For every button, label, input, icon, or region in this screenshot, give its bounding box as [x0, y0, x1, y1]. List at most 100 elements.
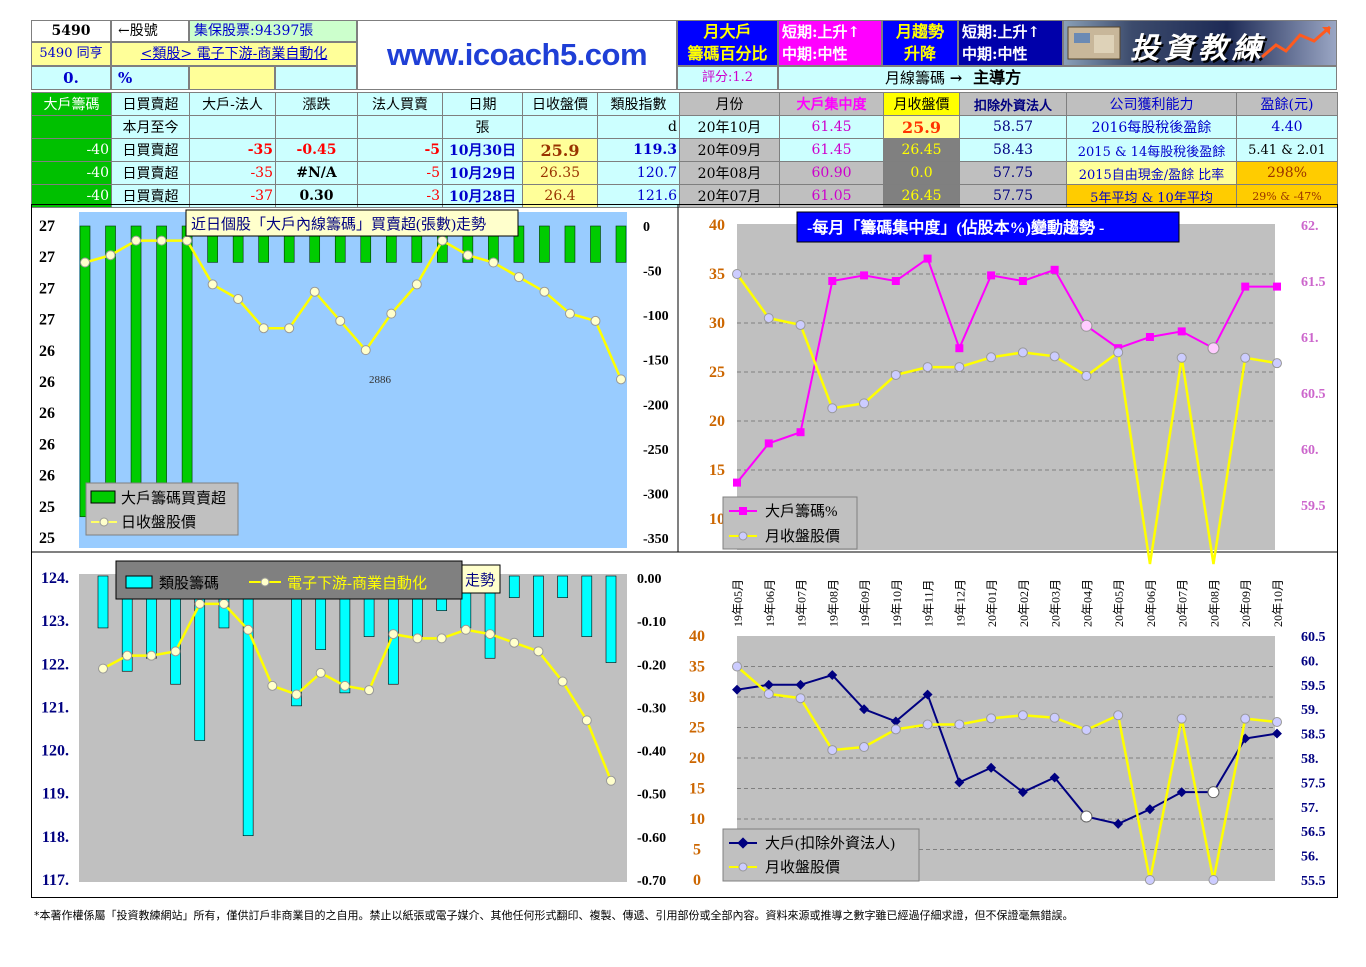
chart-1-bar: [105, 225, 116, 508]
legend-marker: [739, 507, 747, 515]
chart-3-bar: [605, 575, 617, 663]
chart-1-point: [411, 279, 422, 290]
chart-4-month-label: 19年08月: [826, 579, 840, 627]
chart-3-right-tick: -0.70: [637, 874, 666, 889]
chart-2-point: [1050, 265, 1059, 274]
table-cell: [31, 115, 112, 139]
chart-1-point: [360, 345, 371, 356]
chart-3-point: [533, 646, 544, 657]
chart-1-point: [258, 323, 269, 334]
chart-4-point: [732, 684, 742, 695]
chart-4-legend: [722, 828, 920, 882]
chart-1-left-tick: 26: [39, 374, 55, 391]
chart-4-month-label: 19年07月: [795, 579, 809, 627]
chart-4-right-tick: 59.: [1301, 703, 1319, 718]
chart-4-point: [1080, 810, 1093, 823]
chart-4-price-point: [1081, 724, 1092, 735]
short-term-label: 短期:上升↑: [782, 23, 861, 41]
table-cell: -35: [189, 138, 276, 162]
chart-2-price-point: [1049, 351, 1060, 362]
chart-2-price-point: [890, 369, 901, 380]
chart-1-point: [590, 315, 601, 326]
chart-1-point: [462, 250, 473, 261]
table-cell: 25.9: [522, 138, 598, 162]
website-link[interactable]: www.icoach5.com: [386, 37, 648, 72]
chart-1-right-tick: -250: [643, 443, 669, 458]
legend-swatch-bar: [125, 575, 153, 589]
chart-2-left-tick: 40: [709, 217, 725, 234]
stock-code-arrow: ←股號: [111, 20, 189, 42]
col-header: 日買賣超: [111, 92, 190, 116]
chart-3-right-tick: -0.60: [637, 831, 666, 846]
chart-3-right-tick: -0.20: [637, 658, 666, 673]
chart-4-month-label: 19年12月: [953, 579, 967, 627]
chart-4-price-point: [890, 724, 901, 735]
table-cell: -5: [357, 161, 443, 185]
chart-1-right-tick: -150: [643, 354, 669, 369]
chart-4-right-tick: 58.: [1301, 752, 1319, 767]
chart-2-left-tick: 35: [709, 266, 725, 283]
chart-2-point: [955, 344, 964, 353]
chart-1-bar: [79, 225, 91, 518]
chart-2-concentration-line: [736, 257, 1277, 484]
legend-label: 大戶(扣除外資法人): [765, 835, 895, 852]
chart-3-bar: [581, 575, 593, 637]
col-header: 日收盤價: [522, 92, 598, 116]
chart-4-price-point: [986, 713, 997, 724]
legend-swatch-bar: [90, 490, 116, 504]
chart-3-point: [388, 629, 399, 640]
chart-4-major-holders: 19年05月 19年06月 19年07月 19年08月 19年09月 19年10月 19年1…: [689, 579, 1326, 889]
chart-2-point: [923, 254, 932, 263]
chart-1-bar: [156, 225, 167, 499]
monthly-big-title-line1: 月大戶: [703, 22, 752, 41]
table-cell: -40: [31, 161, 112, 185]
chart-2-left-tick: 10: [709, 511, 725, 528]
right-arrow-icon: →: [949, 69, 963, 87]
chart-2-left-tick: 25: [709, 364, 725, 381]
chart-1-bar: [590, 225, 601, 263]
chart-2-price-point: [954, 362, 965, 373]
chart-3-title: 走勢: [465, 572, 495, 589]
chart-3-index-line: [102, 602, 613, 782]
chart-4-month-label: 19年06月: [763, 579, 777, 627]
chart-1-point: [182, 235, 193, 246]
legend-label: 電子下游-商業自動化: [287, 575, 427, 592]
category-link[interactable]: <類股> 電子下游-商業自動化: [111, 42, 357, 66]
chart-4-point: [954, 777, 965, 788]
chart-4-right-tick: 58.5: [1301, 728, 1326, 743]
table-cell: [357, 115, 443, 139]
chart-1-point: [105, 250, 116, 261]
table-row: 20年08月 60.90 0.0 57.75 2015自由現金/盈餘 比率 29…: [679, 161, 1338, 185]
chart-3-point: [194, 598, 205, 609]
chart-2-left-tick: 15: [709, 462, 725, 479]
table-cell: 26.45: [883, 138, 960, 162]
chart-4-left-tick: 0: [693, 872, 701, 889]
chart-1-point: [616, 374, 626, 385]
price-trend-box: 短期:上升↑ 中期:中性: [958, 20, 1063, 66]
chart-3-bar: [97, 575, 109, 629]
chart-2-point: [1207, 342, 1220, 355]
table-cell: d: [597, 115, 680, 139]
legend-marker: [737, 837, 749, 849]
table-cell: 58.57: [959, 115, 1067, 139]
chart-4-price-point: [763, 688, 774, 699]
table-cell: 120.7: [597, 161, 680, 185]
chart-1-annotation: 2886: [369, 374, 392, 386]
percent-sign: %: [111, 66, 189, 90]
chart-4-point: [1176, 787, 1187, 798]
chart-2-legend: [722, 496, 858, 550]
chart-2-price-point: [859, 398, 870, 409]
chart-3-point: [364, 685, 375, 696]
chart-2-right-tick: 61.5: [1301, 275, 1326, 290]
legend-marker: [738, 531, 748, 541]
table-cell: 20年10月: [679, 115, 780, 139]
charts-svg: 27 27 27 27 26 26 26 26 26 25 25 0 -50 -100 -150 -200 -…: [31, 204, 1338, 889]
chart-4-point: [1144, 804, 1155, 815]
table-cell: 本月至今: [111, 115, 190, 139]
table-cell: -5: [357, 138, 443, 162]
table-cell: 0.0: [883, 161, 960, 185]
chart-1-left-tick: 27: [39, 312, 55, 329]
table-cell: [189, 115, 276, 139]
chart-4-right-tick: 57.: [1301, 801, 1319, 816]
chart-2-point: [891, 277, 900, 285]
